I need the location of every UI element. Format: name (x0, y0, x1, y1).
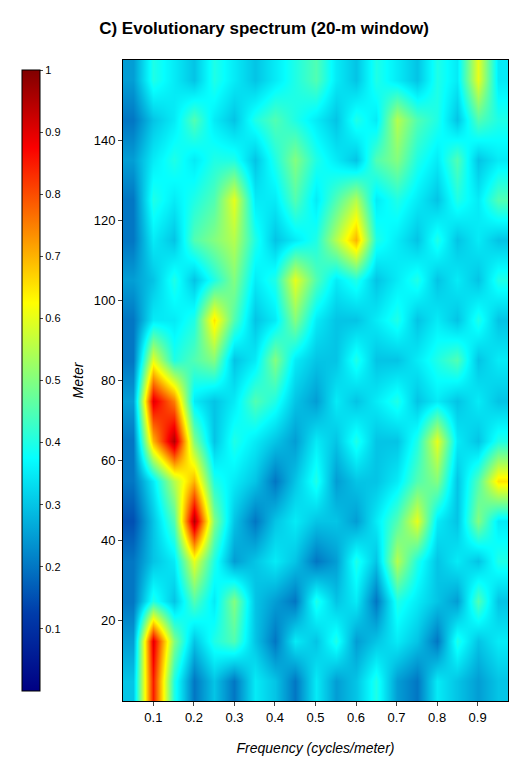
svg-text:0.9: 0.9 (469, 710, 487, 725)
svg-text:100: 100 (94, 293, 116, 308)
svg-text:20: 20 (101, 613, 115, 628)
svg-text:0.6: 0.6 (347, 710, 365, 725)
svg-text:120: 120 (94, 213, 116, 228)
svg-text:0.9: 0.9 (45, 126, 60, 138)
svg-text:140: 140 (94, 133, 116, 148)
svg-text:0.5: 0.5 (45, 374, 60, 386)
svg-text:C) Evolutionary spectrum (20-m: C) Evolutionary spectrum (20-m window) (99, 19, 429, 38)
svg-text:0.2: 0.2 (45, 561, 60, 573)
svg-text:Frequency (cycles/meter): Frequency (cycles/meter) (237, 740, 395, 756)
svg-text:0.8: 0.8 (45, 188, 60, 200)
svg-text:40: 40 (101, 533, 115, 548)
svg-text:0.5: 0.5 (306, 710, 324, 725)
svg-text:1: 1 (45, 64, 51, 76)
svg-text:80: 80 (101, 373, 115, 388)
svg-text:0.4: 0.4 (266, 710, 284, 725)
svg-text:0.4: 0.4 (45, 436, 60, 448)
svg-text:0.1: 0.1 (144, 710, 162, 725)
svg-text:0.3: 0.3 (45, 499, 60, 511)
svg-text:0.2: 0.2 (185, 710, 203, 725)
svg-text:0.8: 0.8 (428, 710, 446, 725)
svg-text:0.7: 0.7 (388, 710, 406, 725)
svg-text:0.3: 0.3 (225, 710, 243, 725)
svg-text:Meter: Meter (70, 361, 86, 398)
svg-text:0.6: 0.6 (45, 312, 60, 324)
svg-text:0.1: 0.1 (45, 623, 60, 635)
svg-text:60: 60 (101, 453, 115, 468)
svg-text:0.7: 0.7 (45, 250, 60, 262)
